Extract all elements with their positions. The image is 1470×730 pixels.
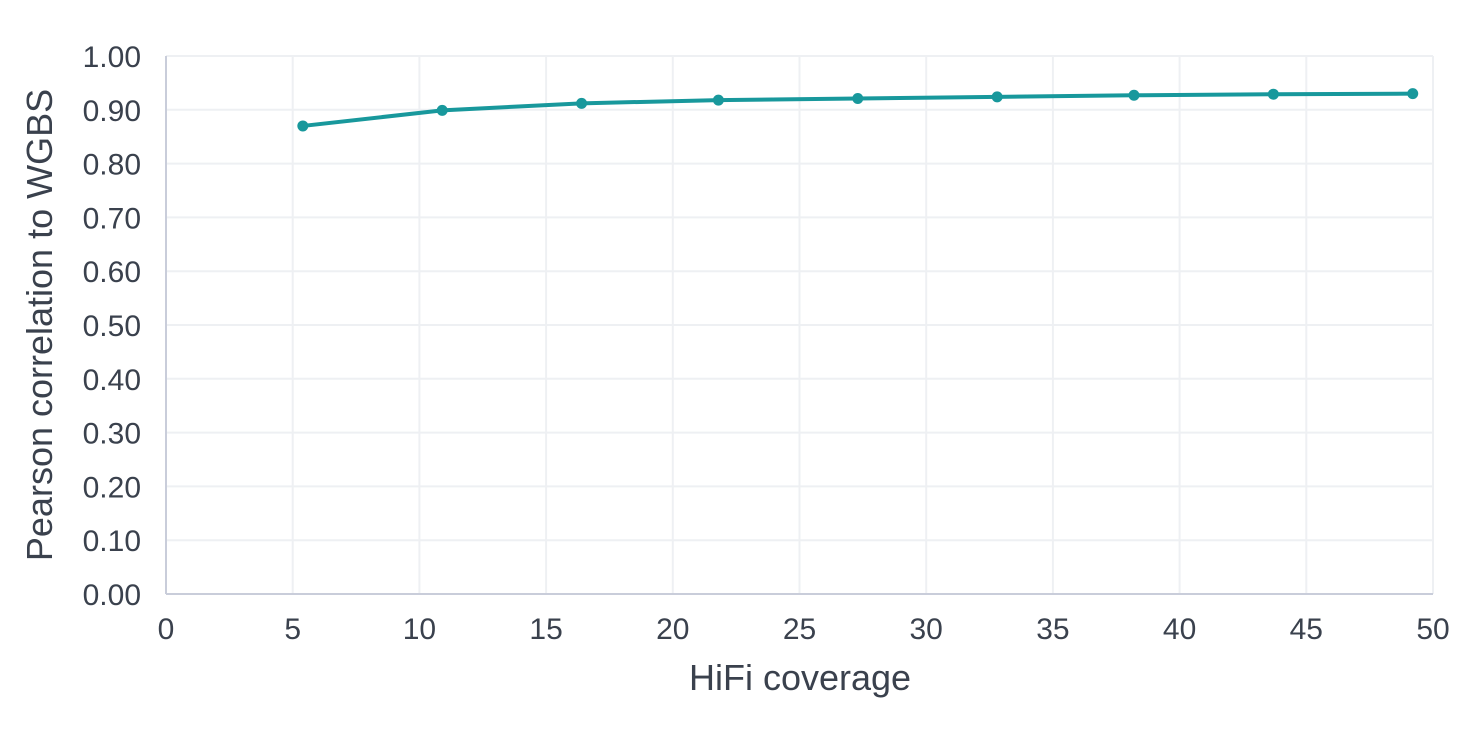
- y-tick-label: 0.00: [83, 579, 141, 612]
- data-point: [1267, 88, 1279, 100]
- y-tick-label: 0.20: [83, 471, 141, 504]
- data-point: [852, 93, 864, 105]
- y-tick-label: 0.10: [83, 525, 141, 558]
- data-point: [436, 104, 448, 116]
- y-tick-label: 1.00: [83, 41, 141, 74]
- x-axis-title: HiFi coverage: [688, 657, 912, 698]
- x-tick-label: 45: [1290, 613, 1323, 646]
- x-tick-label: 35: [1036, 613, 1069, 646]
- x-tick-label: 30: [910, 613, 943, 646]
- x-tick-label: 50: [1416, 613, 1449, 646]
- data-point: [712, 94, 724, 106]
- data-point: [297, 120, 309, 132]
- y-tick-label: 0.70: [83, 202, 141, 235]
- y-tick-label: 0.80: [83, 149, 141, 182]
- y-axis-title: Pearson correlation to WGBS: [19, 88, 60, 562]
- y-tick-label: 0.30: [83, 418, 141, 451]
- y-tick-label: 0.60: [83, 256, 141, 289]
- data-point: [991, 91, 1003, 103]
- x-tick-label: 15: [529, 613, 562, 646]
- x-tick-label: 5: [284, 613, 301, 646]
- data-point: [1407, 88, 1419, 100]
- x-tick-label: 20: [656, 613, 689, 646]
- data-point: [1128, 89, 1140, 101]
- y-tick-label: 0.50: [83, 310, 141, 343]
- x-tick-label: 40: [1163, 613, 1196, 646]
- y-tick-label: 0.40: [83, 364, 141, 397]
- data-point: [576, 97, 588, 109]
- x-tick-label: 10: [403, 613, 436, 646]
- x-tick-label: 25: [783, 613, 816, 646]
- y-tick-label: 0.90: [83, 95, 141, 128]
- x-tick-label: 0: [158, 613, 175, 646]
